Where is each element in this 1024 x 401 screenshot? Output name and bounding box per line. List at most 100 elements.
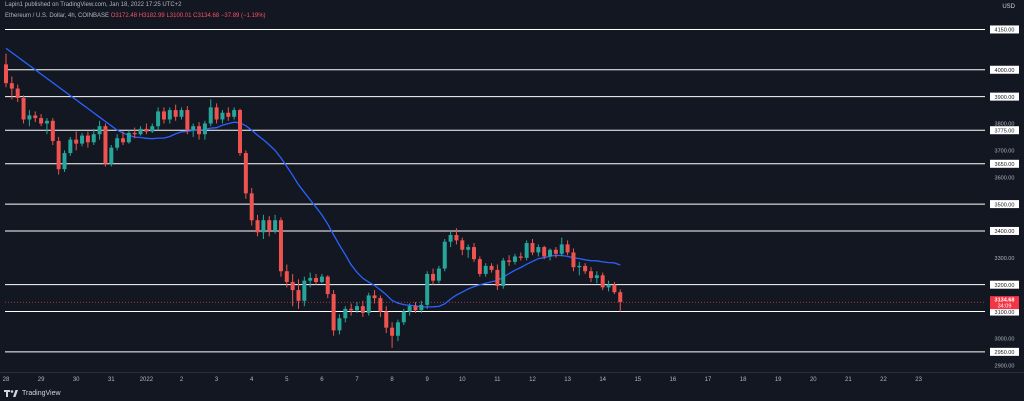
price-tick-label: 3200.00	[995, 283, 1015, 289]
candle-body	[565, 244, 570, 253]
candle-body	[308, 277, 313, 281]
candle-body	[185, 110, 190, 131]
candle-body	[161, 111, 166, 120]
candle-body	[115, 138, 120, 148]
candle-body	[296, 290, 301, 301]
candle-body	[594, 275, 599, 278]
time-tick-label: 7	[355, 377, 359, 383]
time-tick-label: 3	[215, 377, 219, 383]
current-price-tag	[990, 296, 1019, 310]
price-tick-label: 2950.00	[995, 350, 1015, 356]
candle-body	[4, 64, 8, 84]
level-price-tag	[990, 307, 1019, 316]
candle-body	[314, 277, 319, 282]
candle-body	[501, 260, 506, 287]
candle-body	[618, 292, 623, 303]
candle-body	[220, 112, 225, 120]
time-tick-label: 17	[705, 377, 712, 383]
candle-body	[68, 139, 73, 154]
candle-body	[9, 83, 14, 89]
time-axis[interactable]: 28 29 30 31 2022 2 3 4 5 6 7 8 9 10 11 12 13 14 15 16 17 18 19…	[0, 372, 1024, 384]
candle-body	[255, 220, 260, 233]
price-tick-label: 3700.00	[995, 149, 1015, 155]
candle-body	[15, 88, 20, 98]
time-tick-label: 9	[426, 377, 430, 383]
candle-body	[243, 153, 248, 194]
candle-body	[612, 284, 617, 293]
candle-body	[50, 120, 55, 141]
time-tick-label: 23	[915, 377, 922, 383]
candle-body	[284, 271, 289, 282]
candle-body	[126, 132, 131, 143]
candle-body	[214, 107, 219, 120]
candle-body	[290, 282, 295, 291]
time-tick-label: 2	[180, 377, 184, 383]
time-tick-label: 10	[459, 377, 466, 383]
price-tick-label: 2900.00	[995, 363, 1015, 369]
candle-body	[74, 139, 79, 144]
time-tick-label: 14	[599, 377, 606, 383]
candle-body	[226, 112, 231, 117]
countdown-label: 34:09	[998, 304, 1012, 310]
price-tick-label: 3600.00	[995, 175, 1015, 181]
ohlc-high: H3182.99	[138, 13, 165, 19]
candle-body	[460, 240, 465, 250]
level-price-tag	[990, 226, 1019, 235]
price-tick-label: 3800.00	[995, 122, 1015, 128]
time-tick-label: 15	[634, 377, 641, 383]
candle-body	[191, 126, 196, 131]
level-price-tag	[990, 347, 1019, 356]
level-price-tag	[990, 200, 1019, 209]
candle-body	[173, 110, 178, 117]
symbol-name[interactable]: Ethereum / U.S. Dollar, 4h, COINBASE	[5, 13, 110, 19]
tradingview-logo-icon	[4, 389, 18, 398]
published-by-text: Lapin1 published on TradingView.com, Jan…	[5, 2, 182, 8]
candle-body	[384, 311, 389, 328]
candle-body	[518, 256, 523, 258]
candle-body	[232, 110, 237, 117]
candle-body	[156, 111, 161, 127]
time-tick-label: 6	[320, 377, 324, 383]
candle-body	[167, 110, 172, 120]
candle-body	[208, 107, 213, 124]
candle-body	[261, 220, 266, 233]
candle-body	[33, 115, 38, 119]
time-tick-label: 2022	[140, 377, 154, 383]
tradingview-footer[interactable]: TradingView	[4, 389, 61, 398]
candle-body	[366, 295, 371, 313]
time-tick-label: 21	[845, 377, 852, 383]
candle-body	[448, 234, 453, 242]
time-tick-label: 30	[73, 377, 80, 383]
current-price-label: 3134.68	[995, 298, 1015, 304]
time-tick-label: 28	[3, 377, 10, 383]
price-tick-label: 3400.00	[995, 229, 1015, 235]
candle-body	[138, 128, 143, 135]
level-price-tag	[990, 126, 1019, 135]
candle-body	[454, 234, 459, 241]
candle-body	[39, 118, 44, 124]
candle-body	[559, 244, 564, 254]
candle-body	[507, 260, 512, 262]
candle-body	[413, 306, 418, 311]
candle-body	[524, 243, 529, 258]
horizontal-levels	[5, 28, 985, 353]
candle-body	[97, 126, 102, 135]
candle-body	[273, 220, 278, 231]
candle-body	[144, 128, 149, 132]
candle-body	[150, 126, 155, 132]
candle-body	[325, 276, 330, 295]
level-price-tag	[990, 65, 1019, 74]
candle-body	[466, 247, 471, 250]
candle-body	[577, 265, 582, 268]
candle-body	[407, 306, 412, 312]
time-tick-label: 8	[390, 377, 394, 383]
price-tick-label: 4150.00	[995, 28, 1015, 34]
candle-body	[606, 284, 611, 288]
candle-body	[202, 123, 207, 135]
ohlc-low: L3100.01	[166, 13, 192, 19]
candle-body	[80, 135, 85, 144]
candle-body	[472, 247, 476, 260]
symbol-info-line: Ethereum / U.S. Dollar, 4h, COINBASE O31…	[5, 13, 266, 19]
